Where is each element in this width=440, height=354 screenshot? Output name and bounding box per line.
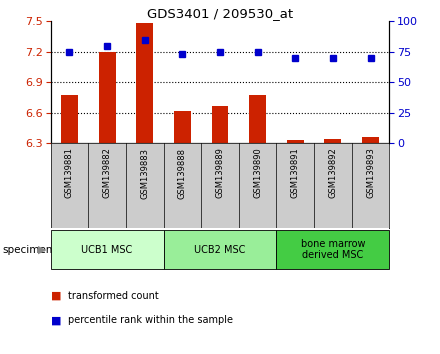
Text: ■: ■ <box>51 315 61 325</box>
Title: GDS3401 / 209530_at: GDS3401 / 209530_at <box>147 7 293 20</box>
Text: ▶: ▶ <box>38 245 47 255</box>
Text: UCB1 MSC: UCB1 MSC <box>81 245 133 255</box>
Bar <box>324 139 341 143</box>
Bar <box>51 230 164 269</box>
Bar <box>136 23 153 143</box>
Bar <box>249 95 266 143</box>
Text: GSM139882: GSM139882 <box>103 148 112 199</box>
Bar <box>287 140 304 143</box>
Text: GSM139892: GSM139892 <box>328 148 337 198</box>
Text: GSM139881: GSM139881 <box>65 148 74 199</box>
Bar <box>164 230 276 269</box>
Text: percentile rank within the sample: percentile rank within the sample <box>68 315 233 325</box>
Text: GSM139890: GSM139890 <box>253 148 262 198</box>
Text: UCB2 MSC: UCB2 MSC <box>194 245 246 255</box>
Text: GSM139893: GSM139893 <box>366 148 375 199</box>
Text: ■: ■ <box>51 291 61 301</box>
Text: transformed count: transformed count <box>68 291 159 301</box>
Text: specimen: specimen <box>2 245 52 255</box>
Text: bone marrow
derived MSC: bone marrow derived MSC <box>301 239 365 261</box>
Bar <box>174 111 191 143</box>
Text: GSM139889: GSM139889 <box>216 148 224 199</box>
Bar <box>99 52 116 143</box>
Text: GSM139883: GSM139883 <box>140 148 149 199</box>
Bar <box>276 230 389 269</box>
Bar <box>61 95 78 143</box>
Text: GSM139888: GSM139888 <box>178 148 187 199</box>
Bar <box>362 137 379 143</box>
Bar <box>212 106 228 143</box>
Text: GSM139891: GSM139891 <box>291 148 300 198</box>
